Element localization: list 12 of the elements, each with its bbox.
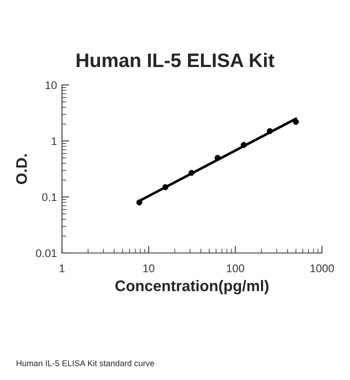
x-tick-label: 100 (226, 264, 244, 272)
y-tick-label: 10 (46, 81, 57, 90)
y-tick-label: 1 (52, 137, 57, 146)
y-axis-title: O.D. (16, 154, 27, 184)
x-tick-label: 1 (60, 264, 65, 272)
x-tick-label: 1000 (310, 264, 334, 272)
y-tick-label: 0.01 (36, 249, 57, 258)
y-tick-label: 0.1 (42, 193, 57, 202)
text: Human IL-5 ELISA Kit standard curve (16, 360, 154, 366)
x-axis-title: Concentration(pg/ml) (115, 280, 268, 294)
chart-title: Human IL-5 ELISA Kit (76, 52, 274, 68)
x-tick-label: 10 (143, 264, 154, 272)
